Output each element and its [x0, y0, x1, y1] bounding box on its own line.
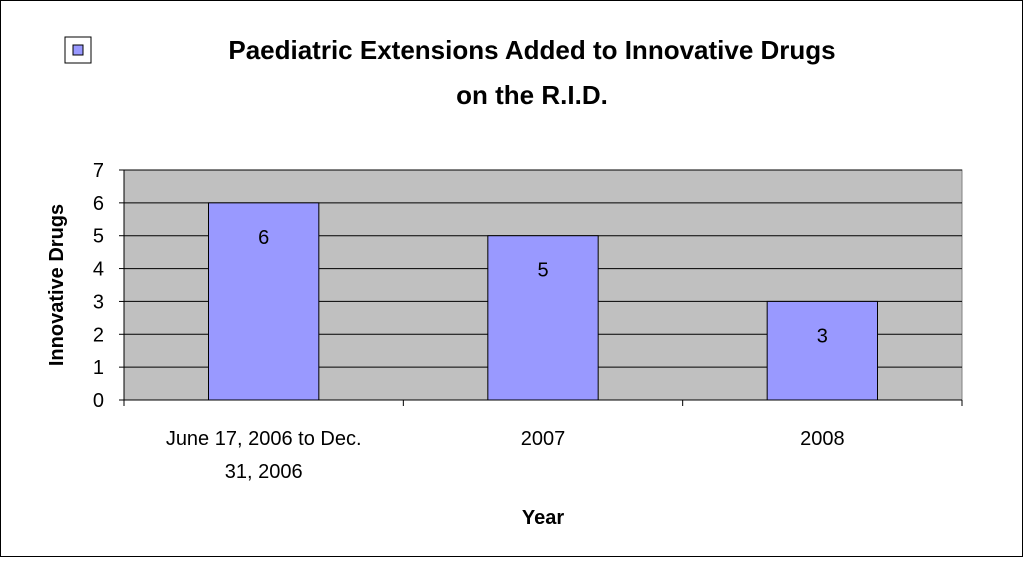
labels: 6 5 3 0 1 2 3 4 5 6 7 June 17, 2006 to Dec. 31, 2006…	[93, 160, 845, 483]
x-axis-title: Year	[522, 507, 564, 529]
data-label: 5	[537, 260, 548, 282]
chart-title-line1: Paediatric Extensions Added to Innovativ…	[228, 35, 835, 65]
axes	[119, 169, 963, 406]
y-tick-label: 1	[93, 357, 104, 379]
data-label: 3	[817, 325, 828, 347]
y-tick-label: 7	[93, 160, 104, 182]
y-tick-label: 5	[93, 226, 104, 248]
chart-title-line2: on the R.I.D.	[456, 80, 608, 110]
y-tick-label: 3	[93, 291, 104, 313]
legend	[64, 36, 92, 64]
x-tick-label: 2007	[521, 428, 566, 450]
x-tick-label-line2: 31, 2006	[225, 461, 303, 483]
bar	[207, 202, 320, 401]
data-label: 6	[258, 227, 269, 249]
bar	[766, 300, 879, 401]
x-tick-label: June 17, 2006 to Dec.	[166, 428, 362, 450]
y-tick-label: 6	[93, 193, 104, 215]
y-axis-title: Innovative Drugs	[46, 204, 68, 366]
x-tick-label: 2008	[800, 428, 845, 450]
bars	[207, 202, 879, 401]
bar	[487, 235, 599, 401]
y-tick-label: 0	[93, 390, 104, 412]
legend-swatch	[72, 44, 84, 56]
y-tick-label: 2	[93, 324, 104, 346]
y-tick-label: 4	[93, 259, 104, 281]
